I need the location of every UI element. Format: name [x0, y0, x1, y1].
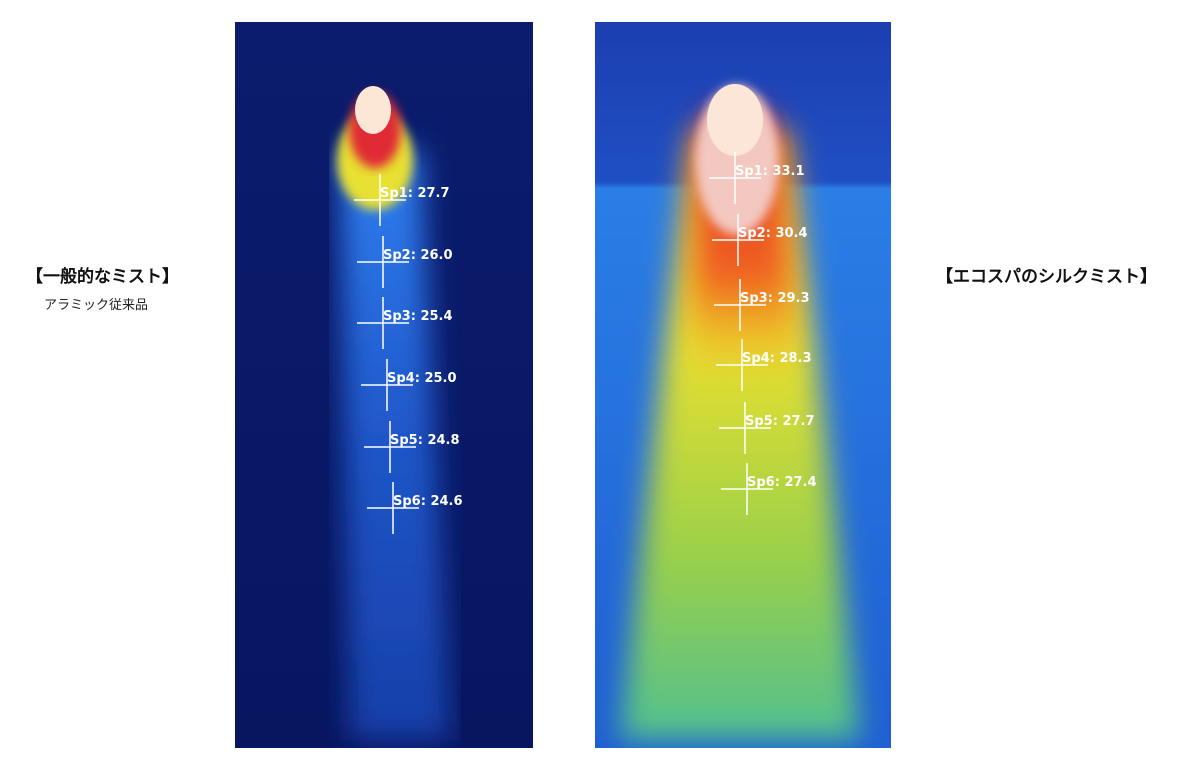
spot-label: Sp6: 27.4	[747, 475, 817, 490]
right-title: 【エコスパのシルクミスト】	[936, 267, 1157, 287]
spot-label: Sp5: 27.7	[745, 414, 815, 429]
left-title: 【一般的なミスト】	[26, 267, 179, 287]
spot-label: Sp6: 24.6	[393, 494, 463, 509]
spot-label: Sp5: 24.8	[390, 433, 460, 448]
spot-label: Sp1: 27.7	[380, 186, 450, 201]
spot-label: Sp1: 33.1	[735, 164, 805, 179]
spot-label: Sp3: 29.3	[740, 291, 810, 306]
spot-label: Sp4: 28.3	[742, 351, 812, 366]
spot-label: Sp2: 26.0	[383, 248, 453, 263]
spot-label: Sp2: 30.4	[738, 226, 808, 241]
spot-label: Sp3: 25.4	[383, 309, 453, 324]
left-subtitle: アラミック従来品	[44, 298, 149, 313]
right-thermal	[595, 22, 891, 748]
spot-label: Sp4: 25.0	[387, 371, 457, 386]
